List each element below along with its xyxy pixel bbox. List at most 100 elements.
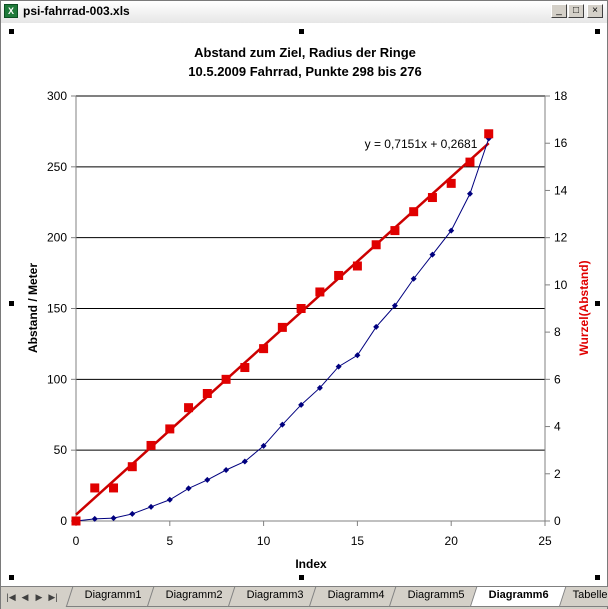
- sqrt-point: [390, 226, 400, 236]
- distance-point: [260, 442, 267, 449]
- sqrt-point: [484, 129, 494, 139]
- x-axis-label: Index: [295, 557, 327, 571]
- y2-tick-label: 12: [554, 231, 568, 245]
- selection-handle[interactable]: [9, 575, 14, 580]
- sheet-tab[interactable]: Diagramm1: [65, 587, 160, 607]
- trendline-equation: y = 0,7151x + 0,2681: [365, 137, 478, 151]
- sheet-tab-label: Diagramm4: [327, 589, 385, 601]
- distance-point: [410, 275, 417, 282]
- sheet-tabs: Diagramm1 Diagramm2 Diagramm3 Diagramm4 Diag…: [65, 587, 608, 608]
- distance-point: [391, 302, 398, 309]
- sqrt-point: [465, 157, 475, 167]
- sqrt-point: [259, 344, 269, 354]
- x-tick-label: 15: [351, 534, 365, 548]
- y-tick-label: 250: [47, 160, 67, 174]
- distance-point: [298, 401, 305, 408]
- y2-tick-label: 8: [554, 325, 561, 339]
- sqrt-point: [146, 440, 156, 450]
- axes: [71, 95, 550, 526]
- distance-point: [429, 251, 436, 258]
- selection-handle[interactable]: [595, 301, 600, 306]
- sheet-tab[interactable]: Diagramm3: [227, 587, 321, 607]
- selection-handle[interactable]: [595, 29, 600, 34]
- selection-handle[interactable]: [9, 301, 14, 306]
- sqrt-point: [446, 178, 456, 188]
- distance-point: [316, 384, 323, 391]
- sqrt-point: [296, 304, 306, 313]
- sheet-tab[interactable]: Diagramm2: [146, 587, 240, 607]
- sheet-tab[interactable]: Diagramm5: [389, 587, 483, 607]
- x-tick-label: 25: [538, 534, 552, 548]
- sheet-tab-label: Diagramm5: [408, 589, 465, 601]
- chart-svg: 0 5 10 15 20 25050100150200250300024681012141…: [26, 45, 591, 571]
- close-button[interactable]: ×: [587, 4, 603, 18]
- sheet-tab[interactable]: Diagramm4: [308, 587, 402, 607]
- distance-point: [185, 485, 192, 492]
- sqrt-point: [90, 483, 100, 493]
- sqrt-point: [334, 270, 344, 280]
- y2-axis-label: Wurzel(Abstand): [577, 260, 591, 355]
- y2-tick-label: 2: [554, 467, 561, 481]
- chart-area[interactable]: 0 5 10 15 20 25 0 50 100 150 200 250 300 0 2 4 6 8 10 12 14 1…: [1, 23, 607, 585]
- window-title: psi-fahrrad-003.xls: [23, 4, 130, 18]
- sheet-tab[interactable]: Diagramm6: [470, 587, 567, 607]
- last-sheet-icon[interactable]: ▶|: [48, 592, 58, 602]
- sqrt-point: [71, 516, 81, 526]
- sheet-tab-label: Tabelle3: [572, 589, 608, 601]
- y2-tick-label: 14: [554, 183, 568, 197]
- first-sheet-icon[interactable]: |◀: [6, 592, 16, 602]
- y-tick-label: 150: [47, 302, 67, 316]
- selection-handle[interactable]: [595, 575, 600, 580]
- sqrt-point: [109, 483, 119, 493]
- x-tick-label: 0: [73, 534, 80, 548]
- distance-point: [373, 323, 380, 330]
- x-tick-label: 5: [166, 534, 173, 548]
- y2-tick-label: 16: [554, 136, 568, 150]
- sqrt-point: [127, 462, 137, 472]
- distance-point: [223, 467, 230, 473]
- sheet-tab-label: Diagramm1: [84, 589, 142, 601]
- sqrt-point: [315, 287, 325, 297]
- next-sheet-icon[interactable]: ▶: [35, 592, 43, 602]
- distance-point: [354, 352, 361, 359]
- x-tick-label: 10: [257, 534, 271, 548]
- sqrt-point: [371, 240, 381, 250]
- prev-sheet-icon[interactable]: ◀: [21, 592, 29, 602]
- distance-point: [241, 458, 248, 465]
- selection-handle[interactable]: [299, 575, 304, 580]
- chart-title: Abstand zum Ziel, Radius der Ringe: [194, 45, 416, 60]
- selection-handle[interactable]: [299, 29, 304, 34]
- minimize-button[interactable]: _: [551, 4, 567, 18]
- y-tick-label: 300: [47, 89, 67, 103]
- sheet-tab-bar: |◀ ◀ ▶ ▶| Diagramm1 Diagramm2 Diagramm3 Dia…: [1, 586, 608, 609]
- y2-tick-label: 6: [554, 372, 561, 386]
- y-tick-label: 100: [47, 372, 67, 386]
- distance-point: [91, 515, 98, 522]
- sqrt-point: [427, 193, 437, 203]
- sheet-tab-label: Diagramm2: [165, 589, 223, 601]
- sqrt-point: [277, 322, 287, 332]
- distance-point: [466, 190, 473, 197]
- distance-point: [335, 363, 342, 370]
- y2-tick-label: 0: [554, 514, 561, 528]
- selection-handle[interactable]: [9, 29, 14, 34]
- sheet-tab-label: Diagramm3: [246, 589, 304, 601]
- excel-file-icon: X: [4, 4, 18, 18]
- distance-point: [148, 503, 155, 510]
- restore-button[interactable]: □: [568, 4, 584, 18]
- title-bar[interactable]: X psi-fahrrad-003.xls _ □ ×: [1, 1, 607, 24]
- y2-tick-label: 18: [554, 89, 568, 103]
- distance-point: [166, 496, 173, 503]
- y-tick-label: 200: [47, 231, 67, 245]
- sqrt-point: [165, 424, 175, 434]
- y-tick-label: 0: [60, 514, 67, 528]
- y-axis-label: Abstand / Meter: [26, 263, 40, 353]
- distance-point: [279, 421, 286, 428]
- distance-point: [448, 227, 455, 234]
- sqrt-point: [409, 207, 419, 217]
- tick-labels: 0 5 10 15 20 25050100150200250300024681012141…: [47, 89, 568, 548]
- sheet-nav: |◀ ◀ ▶ ▶|: [5, 591, 59, 605]
- chart-subtitle: 10.5.2009 Fahrrad, Punkte 298 bis 276: [188, 64, 421, 79]
- distance-point: [204, 476, 211, 483]
